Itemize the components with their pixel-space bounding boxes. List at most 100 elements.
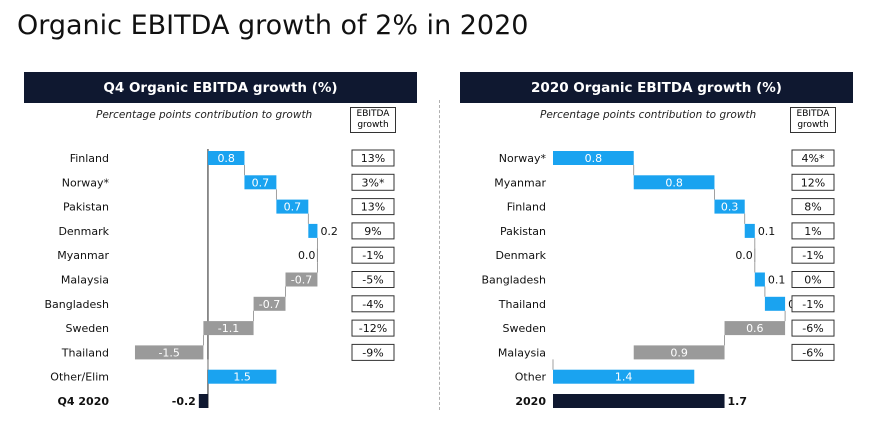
annual-growth-header-line1: EBITDA [796, 109, 830, 119]
q4-category-label: Thailand [61, 346, 109, 359]
annual-category-label: Thailand [498, 298, 546, 311]
annual-value-label: 0.6 [746, 322, 764, 335]
annual-growth-box [791, 198, 835, 216]
q4-growth-box [351, 246, 395, 264]
annual-growth-box [791, 271, 835, 288]
annual-bar [764, 296, 786, 311]
q4-total-label: Q4 2020 [58, 395, 110, 408]
annual-value-label: 1.4 [615, 371, 633, 384]
q4-growth-value: 13% [361, 152, 385, 165]
q4-value-label: -1.1 [218, 322, 239, 335]
q4-bar [207, 151, 245, 165]
annual-panel: 2020 Organic EBITDA growth (%) Percentag… [460, 72, 853, 417]
annual-value-label: 0.1 [768, 274, 786, 287]
q4-waterfall-chart: Finland 0.8 13% Norway* 0.7 3%* Pakistan 0.7 13%… [45, 149, 395, 408]
q4-category-label: Other/Elim [50, 371, 109, 384]
q4-growth-value: 9% [364, 225, 381, 238]
annual-growth-value: 4%* [802, 152, 825, 165]
q4-chart-title: Q4 Organic EBITDA growth (%) [24, 72, 417, 103]
annual-category-label: Bangladesh [482, 274, 547, 287]
annual-growth-box [791, 343, 835, 361]
q4-growth-box [351, 271, 395, 288]
annual-growth-value: 0% [804, 274, 821, 287]
annual-growth-box [791, 295, 835, 313]
q4-growth-box [351, 319, 395, 337]
annual-value-label: 0.8 [585, 152, 603, 165]
q4-category-label: Pakistan [63, 201, 109, 214]
annual-bar [633, 345, 725, 360]
annual-category-label: Sweden [503, 322, 546, 335]
annual-category-label: Norway* [499, 152, 547, 165]
annual-category-label: Denmark [495, 249, 546, 262]
q4-value-label: -0.7 [259, 298, 280, 311]
q4-bar [203, 321, 254, 336]
annual-value-label: 0.9 [670, 346, 688, 359]
q4-total-value: -0.2 [172, 395, 196, 408]
q4-growth-header-line1: EBITDA [356, 109, 390, 119]
annual-growth-value: -1% [802, 249, 823, 262]
q4-growth-value: -5% [362, 274, 383, 287]
q4-value-label: -0.7 [291, 274, 312, 287]
q4-category-label: Denmark [58, 225, 109, 238]
q4-category-label: Bangladesh [45, 298, 110, 311]
q4-bar [207, 369, 277, 384]
annual-bar [553, 369, 695, 384]
q4-value-label: 0.7 [252, 176, 269, 189]
annual-category-label: Pakistan [500, 225, 546, 238]
annual-waterfall-chart: Norway* 0.8 4%* Myanmar 0.8 12% Finland 0.3 8% Pa… [482, 149, 835, 408]
q4-growth-header-line2: growth [357, 120, 389, 130]
annual-growth-value: 12% [801, 176, 825, 189]
q4-bar [276, 199, 309, 214]
annual-category-label: Myanmar [494, 176, 546, 189]
annual-category-label: Finland [507, 201, 546, 214]
q4-category-label: Malaysia [61, 274, 109, 287]
annual-bar [633, 175, 715, 190]
q4-value-label: 0.8 [217, 152, 235, 165]
annual-value-label: 0.8 [665, 176, 683, 189]
q4-growth-box [351, 149, 395, 167]
annual-total-value: 1.7 [728, 395, 748, 408]
annual-growth-value: 8% [804, 201, 821, 214]
annual-value-label: 0.0 [735, 249, 753, 262]
annual-category-label: Other [515, 371, 547, 384]
q4-bar [253, 296, 286, 311]
q4-category-label: Sweden [66, 322, 109, 335]
q4-bar [244, 175, 277, 190]
q4-growth-box [351, 173, 395, 191]
q4-growth-box [351, 295, 395, 313]
annual-bar [744, 223, 755, 238]
q4-growth-value: 13% [361, 201, 385, 214]
annual-growth-value: -1% [802, 298, 823, 311]
q4-growth-value: -9% [362, 346, 383, 359]
annual-category-label: Malaysia [498, 346, 546, 359]
q4-growth-value: -1% [362, 249, 383, 262]
annual-growth-header: EBITDA growth [790, 107, 836, 133]
annual-value-label: 0.3 [721, 201, 739, 214]
annual-growth-value: 1% [804, 225, 821, 238]
annual-growth-box [791, 319, 835, 337]
annual-bar [553, 151, 634, 165]
annual-growth-box [791, 222, 835, 240]
q4-category-label: Finland [70, 152, 109, 165]
annual-growth-value: -6% [802, 346, 823, 359]
annual-chart-title: 2020 Organic EBITDA growth (%) [460, 72, 853, 103]
q4-growth-value: -12% [359, 322, 387, 335]
q4-bar [285, 272, 318, 287]
annual-value-label: 0.1 [758, 225, 776, 238]
annual-bar [754, 272, 765, 287]
annual-chart-subtitle: Percentage points contribution to growth [540, 109, 757, 121]
q4-growth-value: 3%* [362, 176, 385, 189]
q4-category-label: Norway* [62, 176, 110, 189]
q4-growth-box [351, 198, 395, 216]
annual-growth-header-line2: growth [797, 120, 829, 130]
annual-growth-box [791, 246, 835, 264]
q4-bar [308, 223, 318, 238]
q4-growth-box [351, 343, 395, 361]
q4-value-label: 1.5 [233, 371, 251, 384]
q4-value-label: 0.2 [320, 225, 338, 238]
annual-growth-box [791, 173, 835, 191]
q4-category-label: Myanmar [57, 249, 109, 262]
q4-value-label: -1.5 [158, 346, 179, 359]
q4-value-label: 0.0 [298, 249, 316, 262]
q4-bar [134, 345, 204, 360]
